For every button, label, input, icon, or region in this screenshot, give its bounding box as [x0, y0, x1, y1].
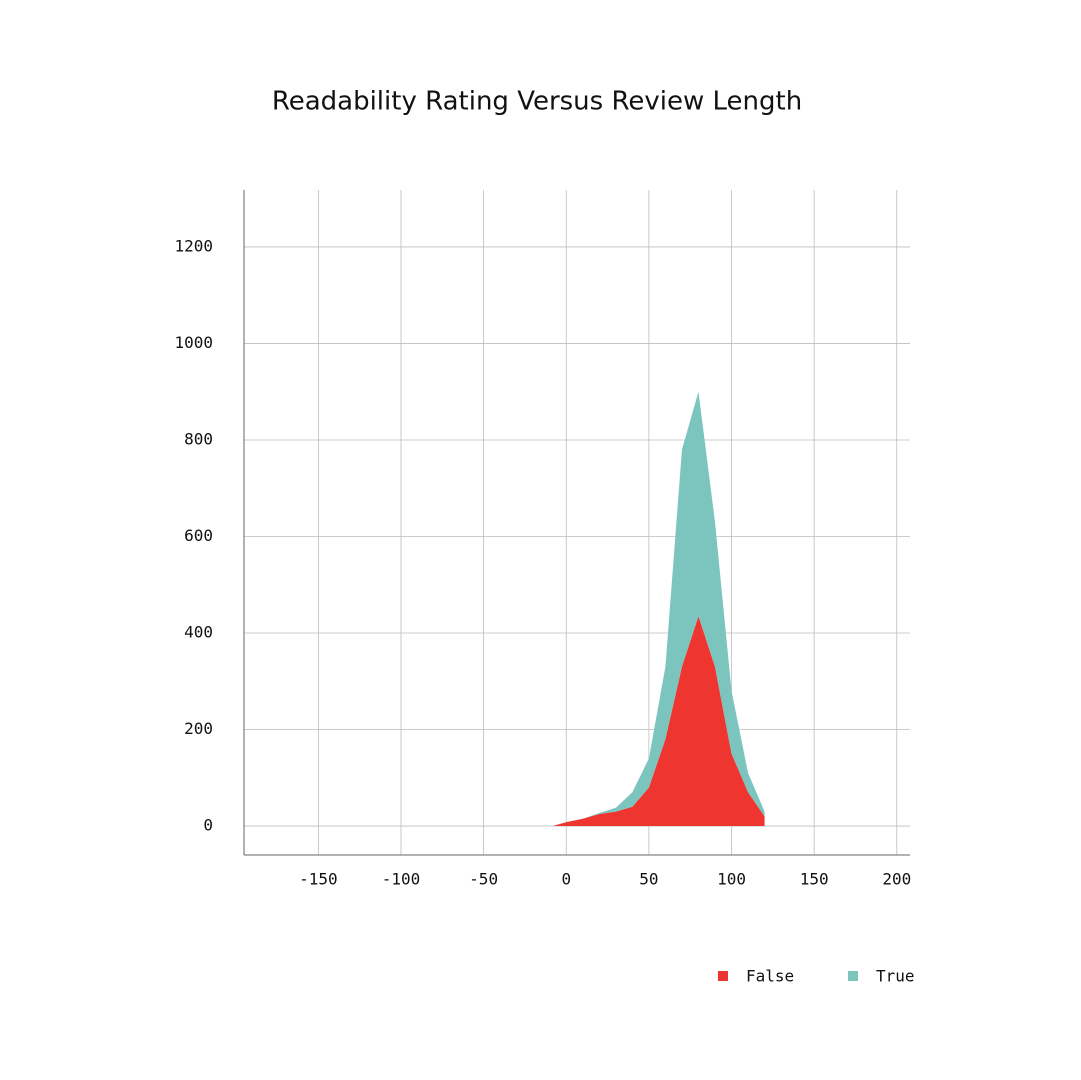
area	[553, 616, 765, 827]
x-tick-label: -50	[469, 870, 498, 889]
x-tick-label: 200	[882, 870, 911, 889]
y-tick-label: 0	[203, 816, 213, 835]
x-tick-label: 100	[717, 870, 746, 889]
x-tick-label: 0	[561, 870, 571, 889]
x-tick-label: -100	[382, 870, 421, 889]
y-tick-label: 1000	[174, 333, 213, 352]
legend-swatch	[718, 971, 728, 981]
y-tick-label: 800	[184, 429, 213, 448]
y-tick-label: 600	[184, 526, 213, 545]
x-tick-label: 50	[639, 870, 658, 889]
y-tick-label: 200	[184, 719, 213, 738]
y-tick-label: 1200	[174, 236, 213, 255]
chart-title: Readability Rating Versus Review Length	[272, 87, 802, 117]
legend-label: True	[876, 967, 915, 986]
legend-swatch	[848, 971, 858, 981]
x-tick-label: 150	[800, 870, 829, 889]
area	[553, 391, 765, 827]
legend-label: False	[746, 967, 794, 986]
x-tick-label: -150	[299, 870, 338, 889]
y-tick-label: 400	[184, 623, 213, 642]
